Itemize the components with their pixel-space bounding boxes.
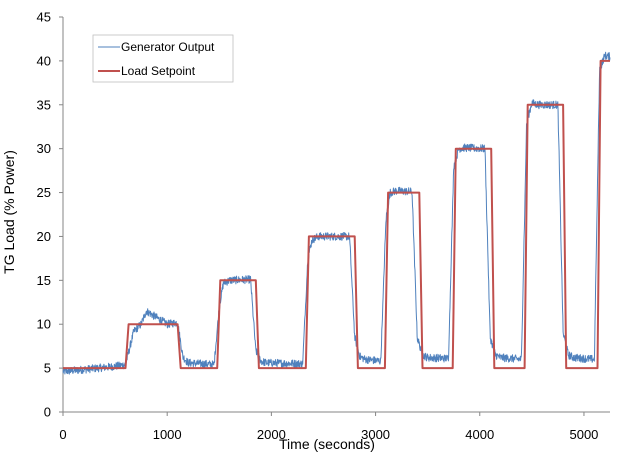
y-ticks: 0 5 10 15 20 25 30 35 40 45: [37, 10, 63, 420]
x-tick-label: 0: [59, 427, 66, 442]
y-axis-title: TG Load (% Power): [1, 150, 17, 274]
legend-label-generator-output: Generator Output: [121, 40, 215, 54]
y-tick-label: 0: [44, 405, 51, 420]
x-tick-label: 5000: [569, 427, 598, 442]
series-line-generator-output: [62, 51, 611, 375]
y-tick-label: 30: [37, 141, 51, 156]
x-tick-label: 1000: [153, 427, 182, 442]
y-tick-label: 35: [37, 97, 51, 112]
x-ticks: 0 1000 2000 3000 4000 5000: [59, 412, 598, 442]
y-tick-label: 10: [37, 317, 51, 332]
x-tick-label: 3000: [361, 427, 390, 442]
y-tick-label: 20: [37, 229, 51, 244]
x-axis-title: Time (seconds): [279, 436, 375, 452]
legend-label-load-setpoint: Load Setpoint: [121, 64, 196, 78]
y-tick-label: 15: [37, 273, 51, 288]
y-tick-label: 40: [37, 53, 51, 68]
x-tick-label: 2000: [257, 427, 286, 442]
series-layer: [62, 51, 611, 375]
legend: Generator Output Load Setpoint: [92, 34, 234, 83]
y-tick-label: 25: [37, 185, 51, 200]
x-tick-label: 4000: [465, 427, 494, 442]
legend-box: [92, 34, 234, 83]
y-tick-label: 5: [44, 361, 51, 376]
series-line-load-setpoint: [63, 59, 610, 370]
plot-area: 0 5 10 15 20 25 30 35 40 45 0 1000 2000 3000 4000 5000: [37, 10, 611, 442]
y-tick-label: 45: [37, 10, 51, 25]
